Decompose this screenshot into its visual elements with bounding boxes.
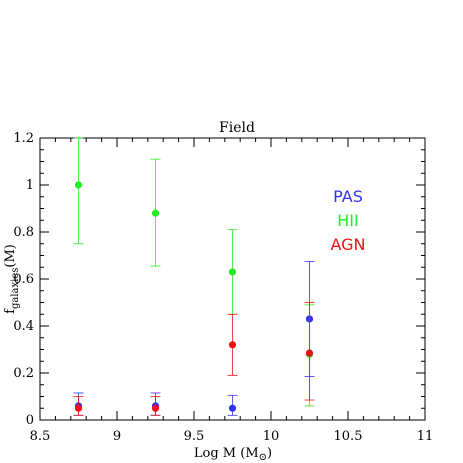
y-tick-label-0-4: 0.4 [13,319,34,334]
series-hii [73,137,315,407]
x-axis-ticks [39,138,426,420]
y-tick-label-0: 0 [26,413,34,428]
y-axis-tick-labels: 0 0.2 0.4 0.6 0.8 1 1.2 [13,131,34,428]
y-tick-label-0-2: 0.2 [13,366,34,381]
data-point-hii-2 [228,268,237,276]
y-axis-ticks [40,137,425,421]
data-point-agn-3 [305,349,314,357]
y-tick-label-0-6: 0.6 [13,272,34,287]
data-point-pas-2 [228,404,237,412]
y-tick-label-0-8: 0.8 [13,225,34,240]
x-axis-label: Log M (M⊙) [194,446,272,463]
x-tick-label-10-5: 10.5 [334,429,363,444]
y-tick-label-1: 1 [26,178,34,193]
legend-pas: PAS [333,187,363,206]
x-tick-label-10: 10 [263,429,280,444]
x-tick-label-8-5: 8.5 [30,429,51,444]
data-point-agn-1 [151,404,160,412]
legend-agn: AGN [330,235,365,254]
x-tick-label-9-5: 9.5 [184,429,205,444]
data-point-agn-2 [228,341,237,349]
y-tick-label-1-2: 1.2 [13,131,34,146]
chart-title: Field [219,120,255,136]
y-axis-label: fgalaxies(M) [3,244,21,314]
data-point-hii-1 [151,209,160,217]
legend-hii: HII [337,211,358,230]
data-point-agn-0 [74,404,83,412]
series-pas [73,260,315,416]
x-tick-label-9: 9 [113,429,121,444]
x-tick-label-11: 11 [417,429,434,444]
data-point-hii-0 [74,181,83,189]
series-agn [73,302,315,416]
data-series [73,137,315,416]
x-axis-tick-labels: 8.5 9 9.5 10 10.5 11 [30,429,434,444]
